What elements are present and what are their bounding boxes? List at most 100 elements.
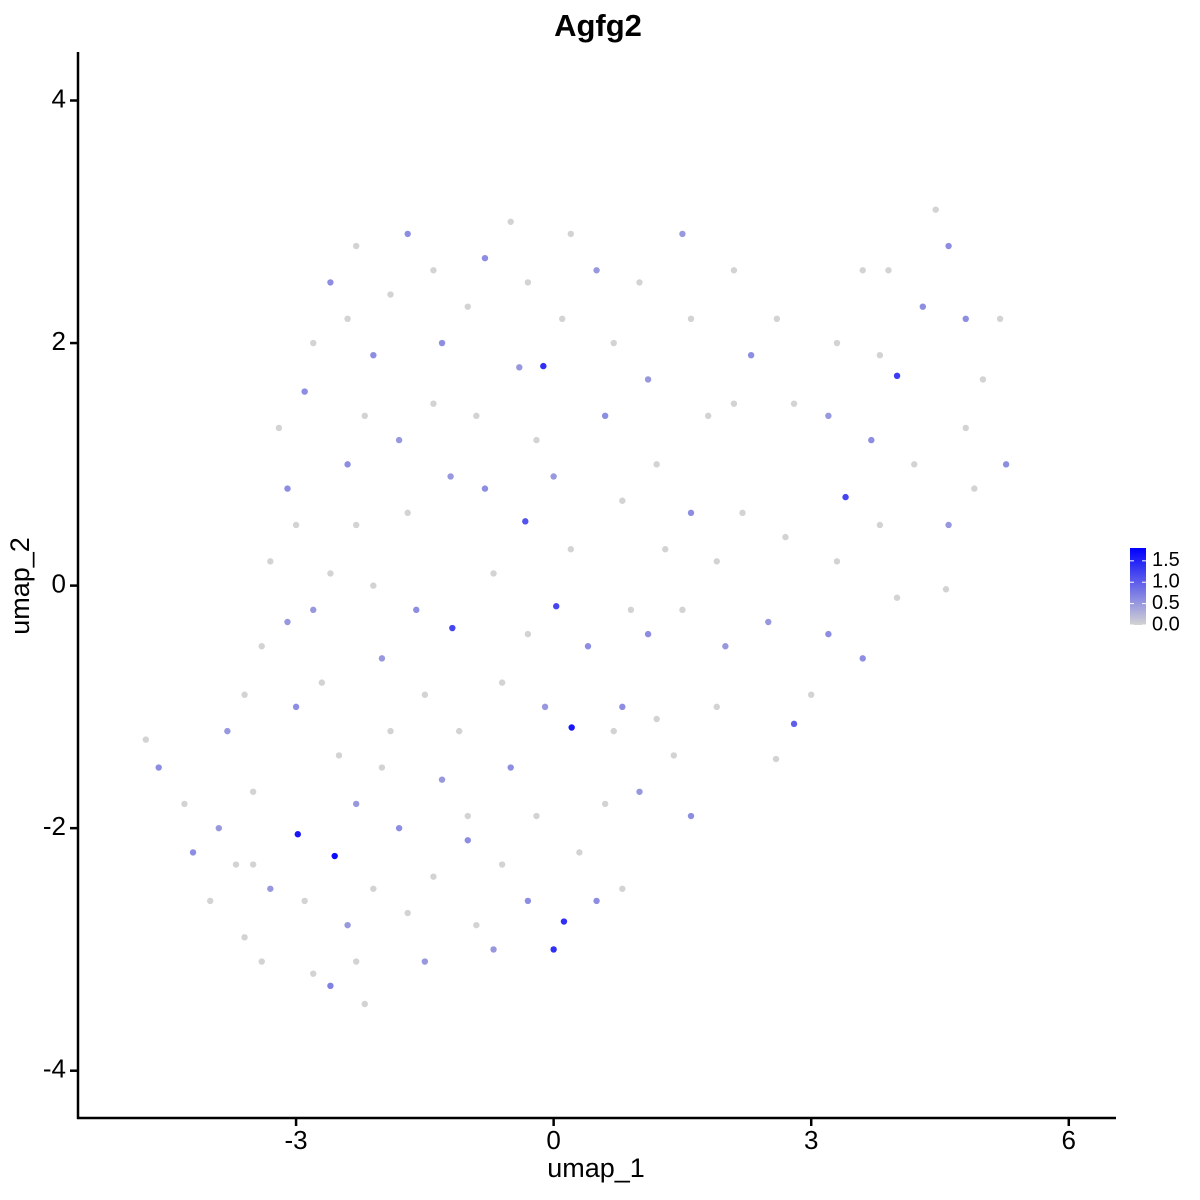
point [361,412,368,420]
point [687,812,695,820]
point [498,861,506,868]
point [601,800,609,808]
point [292,521,300,529]
point [404,230,411,238]
point [267,885,274,892]
point [932,206,939,213]
point [327,982,334,990]
point [568,724,575,731]
point [438,776,446,783]
point [232,861,240,868]
point [533,436,540,444]
point [361,1000,368,1008]
point [224,727,231,735]
point [387,291,394,298]
point [550,946,557,953]
point [404,509,411,517]
point [370,885,377,892]
point [971,485,978,492]
point [370,582,377,589]
point [559,315,566,323]
point [919,303,927,310]
point [842,493,849,501]
point [310,339,317,347]
point [772,755,780,763]
point [490,570,497,577]
point [294,831,301,838]
point [782,533,789,541]
point [241,934,248,941]
point [893,594,901,601]
point [352,242,360,250]
point [404,909,411,917]
chart-title: Agfg2 [554,8,642,43]
point [627,606,635,614]
point [438,339,446,347]
point [327,279,334,286]
point [619,703,626,711]
point [421,958,429,965]
y-tick-label: 4 [52,83,66,113]
point [155,764,162,771]
point [790,400,798,407]
point [808,691,815,698]
x-tick-label: -3 [285,1125,308,1155]
point [507,218,514,225]
point [498,679,506,686]
point [687,315,695,323]
point [327,570,334,577]
y-tick-label: -4 [43,1054,66,1084]
point [679,230,686,238]
point [979,376,987,383]
point [473,412,480,420]
point [507,764,514,771]
point [610,727,617,735]
point [550,473,557,480]
point [335,752,343,759]
point [258,958,265,965]
point [644,630,652,638]
point [996,315,1004,323]
point [885,267,892,274]
x-axis-label: umap_1 [547,1153,645,1183]
point [456,727,463,735]
point [567,546,575,553]
colorbar [1130,548,1146,625]
point [833,558,841,565]
point [868,436,875,444]
y-tick-label: -2 [43,811,66,841]
point [464,837,471,844]
point [859,267,866,274]
point [378,655,386,662]
point [189,849,197,856]
point [370,351,377,359]
point [241,691,248,698]
point [601,412,609,420]
point [636,788,643,795]
point [945,242,952,250]
point [942,586,950,593]
point [945,521,952,529]
point [331,852,338,860]
point [275,424,283,432]
point [395,436,403,444]
point [876,521,884,529]
point [747,351,755,359]
point [301,388,308,395]
point [619,885,626,892]
point [636,279,643,286]
point [344,315,351,323]
point [267,558,274,565]
point [560,918,568,925]
point [567,230,575,238]
point [215,824,223,832]
point [704,412,712,420]
point [644,376,652,383]
point [687,509,695,517]
point [207,897,214,905]
colorbar-tick-label: 1.5 [1152,549,1180,571]
point [730,267,738,274]
point [722,643,729,650]
